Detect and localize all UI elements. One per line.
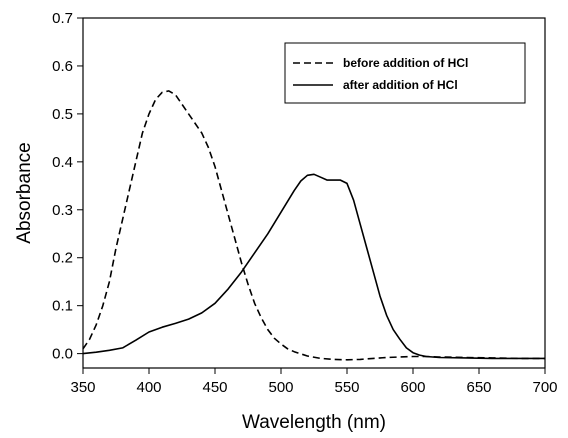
y-tick-label: 0.5 [52,106,73,123]
y-tick-label: 0.0 [52,346,73,363]
legend-box [284,42,526,104]
y-tick-label: 0.1 [52,298,73,315]
y-tick-label: 0.7 [52,10,73,27]
y-tick-label: 0.4 [52,154,73,171]
plot-frame [82,17,546,369]
x-tick-label: 450 [202,379,227,396]
x-tick-label: 600 [400,379,425,396]
y-tick-label: 0.6 [52,58,73,75]
legend-entry-after-hcl: after addition of HCl [343,78,458,92]
legend: before addition of HCl after addition of… [284,42,526,104]
x-axis-label: Wavelength (nm) [242,412,386,433]
x-tick-label: 400 [136,379,161,396]
x-tick-label: 350 [70,379,95,396]
x-tick-label: 700 [532,379,557,396]
legend-entry-before-hcl: before addition of HCl [343,56,468,70]
y-axis-label: Absorbance [14,142,35,243]
y-tick-label: 0.2 [52,250,73,267]
series-layer [82,90,545,361]
plot-area [82,17,546,369]
series-line-before-hcl [82,90,545,361]
x-tick-label: 550 [334,379,359,396]
series-line-after-hcl [82,173,545,360]
x-tick-label: 500 [268,379,293,396]
x-axis-ticks: 350 400 450 500 550 600 650 700 [70,368,558,396]
y-tick-label: 0.3 [52,202,73,219]
y-axis-ticks: 0.0 0.1 0.2 0.3 0.4 0.5 0.6 0.7 [52,10,83,363]
x-tick-label: 650 [466,379,491,396]
